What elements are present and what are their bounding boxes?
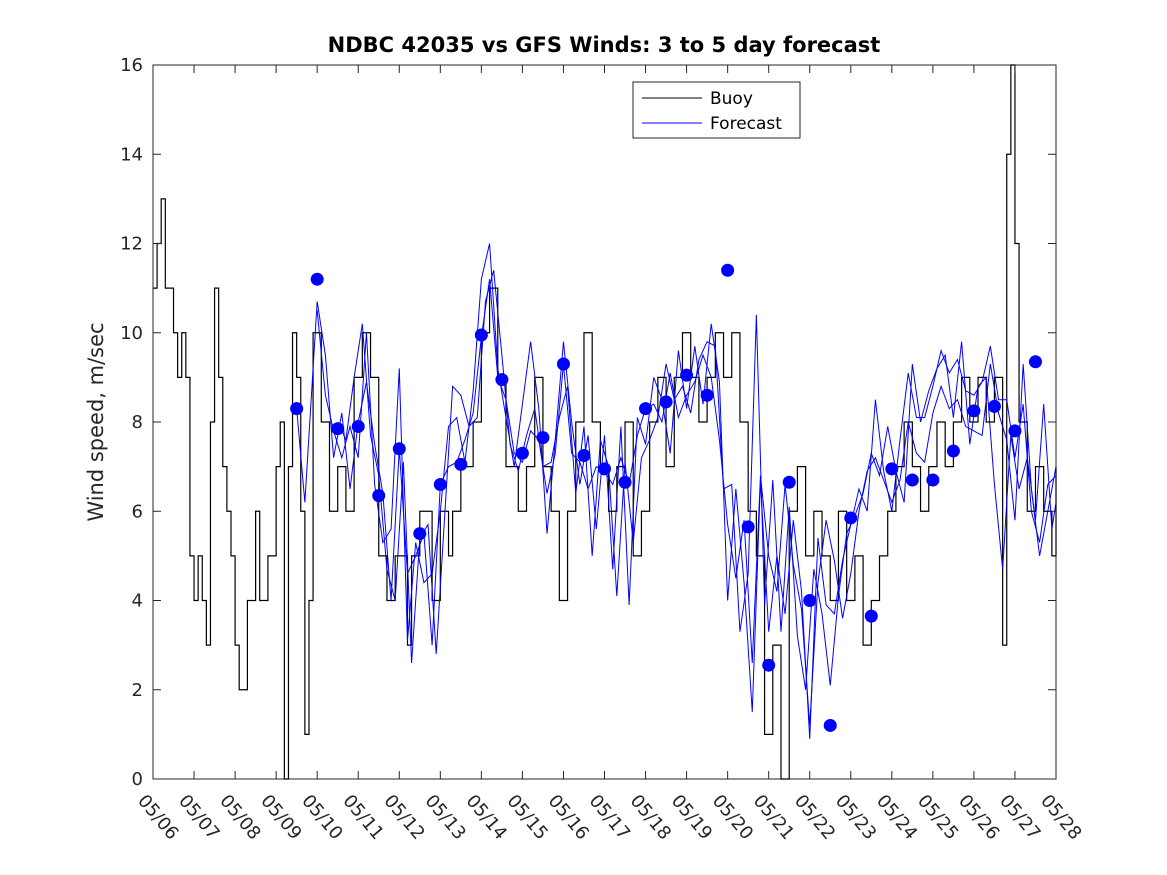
forecast-marker	[577, 448, 591, 462]
forecast-marker	[392, 442, 406, 456]
forecast-marker	[351, 419, 365, 433]
forecast-marker	[495, 373, 509, 387]
forecast-marker	[700, 388, 714, 402]
forecast-marker	[987, 399, 1001, 413]
forecast-marker	[310, 272, 324, 286]
x-tick-label: 05/16	[544, 791, 593, 844]
forecast-marker	[598, 462, 611, 476]
forecast-markers	[290, 263, 1042, 732]
forecast-marker	[413, 527, 427, 541]
x-tick-label: 05/20	[708, 791, 757, 844]
forecast-marker	[639, 402, 653, 416]
x-tick-label: 05/18	[626, 791, 675, 844]
x-tick-label: 05/07	[174, 791, 223, 844]
forecast-marker	[741, 520, 755, 534]
forecast-marker	[290, 402, 304, 416]
forecast-marker	[1028, 355, 1042, 369]
forecast-marker	[905, 473, 919, 487]
forecast-line	[296, 279, 1057, 726]
y-tick-label: 2	[132, 680, 143, 701]
forecast-marker	[782, 475, 796, 489]
forecast-marker	[454, 457, 468, 471]
y-tick-label: 8	[132, 412, 143, 433]
forecast-marker	[885, 462, 899, 476]
x-tick-label: 05/24	[872, 791, 921, 844]
x-tick-label: 05/21	[749, 791, 798, 844]
y-tick-label: 4	[132, 591, 143, 612]
legend-forecast-label: Forecast	[710, 114, 782, 134]
x-tick-label: 05/14	[462, 791, 511, 844]
forecast-marker	[844, 511, 858, 525]
forecast-marker	[331, 422, 345, 436]
x-tick-label: 05/12	[379, 791, 428, 844]
y-tick-label: 0	[132, 769, 143, 790]
x-tick-label: 05/19	[667, 791, 716, 844]
x-tick-label: 05/06	[133, 791, 182, 844]
forecast-marker	[618, 475, 632, 489]
buoy-series	[153, 64, 1057, 780]
y-axis-label: Wind speed, m/sec	[84, 322, 108, 521]
x-tick-label: 05/25	[913, 791, 962, 844]
x-tick-label: 05/27	[995, 791, 1044, 844]
y-tick-label: 16	[120, 55, 143, 76]
forecast-line	[337, 270, 1057, 690]
forecast-marker	[946, 444, 960, 458]
forecast-marker	[864, 609, 878, 623]
forecast-marker	[515, 446, 529, 460]
x-tick-label: 05/10	[297, 791, 346, 844]
y-tick-label: 12	[120, 234, 143, 255]
x-tick-label: 05/28	[1036, 791, 1085, 844]
forecast-line	[316, 243, 1057, 739]
forecast-marker	[762, 658, 776, 672]
x-tick-label: 05/22	[790, 791, 839, 844]
x-tick-label: 05/17	[585, 791, 634, 844]
forecast-series	[296, 243, 1057, 739]
forecast-marker	[680, 368, 694, 382]
forecast-marker	[926, 473, 940, 487]
x-tick-label: 05/23	[831, 791, 880, 844]
forecast-marker	[721, 263, 735, 277]
forecast-marker	[823, 718, 837, 732]
forecast-marker	[803, 594, 817, 607]
forecast-marker	[659, 395, 673, 409]
x-tick-label: 05/08	[215, 791, 264, 844]
y-tick-label: 14	[120, 144, 143, 165]
forecast-marker	[556, 357, 570, 371]
forecast-marker	[967, 404, 981, 418]
forecast-marker	[433, 477, 447, 491]
chart-title: NDBC 42035 vs GFS Winds: 3 to 5 day fore…	[328, 33, 881, 57]
buoy-line	[153, 64, 1057, 780]
forecast-marker	[372, 489, 386, 503]
legend: Buoy Forecast	[632, 81, 801, 139]
y-tick-label: 6	[132, 501, 143, 522]
legend-buoy-label: Buoy	[710, 89, 753, 109]
y-tick-label: 10	[120, 323, 143, 344]
forecast-marker	[474, 328, 488, 342]
y-axis-ticks: 0 2 4 6 8 10 12 14 16	[120, 55, 1056, 790]
x-tick-label: 05/09	[256, 791, 305, 844]
legend-box	[632, 81, 801, 139]
x-tick-label: 05/26	[954, 791, 1003, 844]
forecast-marker	[1008, 424, 1022, 438]
x-tick-label: 05/15	[503, 791, 552, 844]
x-tick-label: 05/13	[420, 791, 469, 844]
forecast-marker	[536, 431, 550, 445]
x-tick-label: 05/11	[338, 791, 387, 844]
